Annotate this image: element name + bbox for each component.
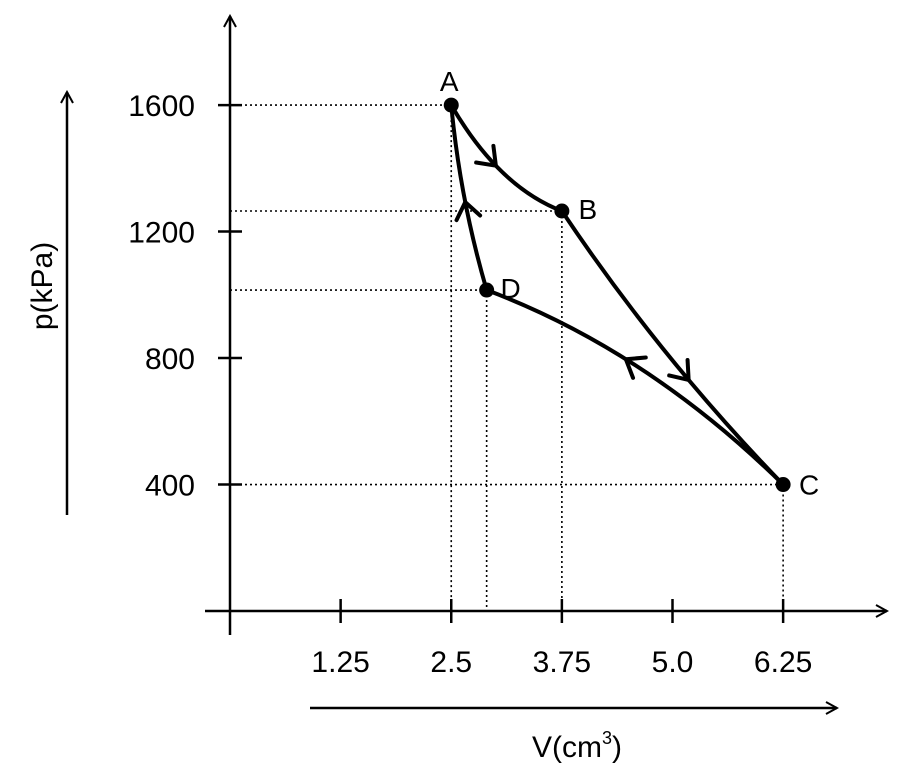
cycle-processes xyxy=(449,103,786,487)
y-tick-label: 1600 xyxy=(128,90,195,123)
y-axis-title: p(kPa) xyxy=(26,242,59,330)
point-C-marker xyxy=(775,477,791,493)
x-tick-label: 5.0 xyxy=(652,646,694,679)
x-tick-label: 1.25 xyxy=(311,646,369,679)
y-tick-label: 800 xyxy=(145,343,195,376)
point-B-label: B xyxy=(579,194,598,225)
point-D-marker xyxy=(479,282,495,298)
process-D-A xyxy=(449,103,489,293)
point-A-marker xyxy=(443,97,459,113)
direction-arrow-D-A xyxy=(454,200,483,223)
x-tick-label: 6.25 xyxy=(754,646,812,679)
process-A-B xyxy=(449,103,564,214)
state-points: A B C D xyxy=(440,66,819,500)
y-tick-label: 400 xyxy=(145,470,195,503)
direction-arrow-B-C xyxy=(667,357,691,382)
x-axis-title: V(cm3) xyxy=(532,728,622,764)
direction-arrow-C-D xyxy=(623,355,648,380)
point-B-marker xyxy=(554,203,570,219)
y-tick-label: 1200 xyxy=(128,217,195,250)
x-tick-label: 2.5 xyxy=(430,646,472,679)
process-B-C xyxy=(559,209,786,487)
point-D-label: D xyxy=(501,273,521,304)
axis-ticks: 1600 1200 800 400 1.25 2.5 3.75 5.0 6.25 xyxy=(128,90,812,679)
x-tick-label: 3.75 xyxy=(533,646,591,679)
dotted-guides xyxy=(230,104,784,611)
process-C-D xyxy=(484,288,786,487)
point-C-label: C xyxy=(799,470,819,501)
point-A-label: A xyxy=(440,66,459,97)
direction-arrow-A-B xyxy=(474,143,498,168)
